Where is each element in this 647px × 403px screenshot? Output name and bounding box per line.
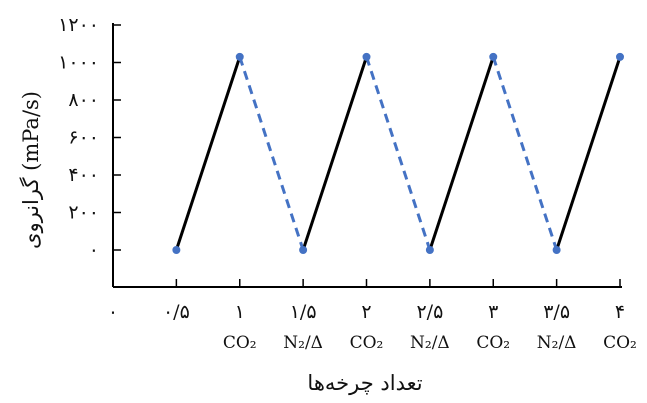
y-tick-label: ۴۰۰ bbox=[68, 164, 99, 186]
x-tick-label: ۱ bbox=[235, 301, 245, 323]
x-axis-title: تعداد چرخه‌ها bbox=[307, 371, 422, 396]
solid-segment bbox=[301, 56, 368, 251]
x-tick-label: ۳/۵ bbox=[543, 301, 570, 323]
x-condition-label: N₂/Δ bbox=[410, 333, 450, 353]
tick-labels: ۰ ۲۰۰ ۴۰۰ ۶۰۰ ۸۰۰ ۱۰۰۰ ۱۲۰۰ ۰ ۰/۵ ۱ CO₂ ۱/۵ N₂/Δ ۲ CO₂… bbox=[58, 14, 637, 353]
x-condition-label: CO₂ bbox=[603, 333, 637, 353]
y-tick-label: ۰ bbox=[89, 239, 99, 261]
x-tick-label: ۰ bbox=[108, 301, 118, 323]
data-point bbox=[616, 52, 624, 61]
x-tick-label: ۱/۵ bbox=[290, 301, 317, 323]
y-tick-label: ۱۰۰۰ bbox=[58, 52, 99, 74]
dashed-segment bbox=[238, 56, 305, 251]
y-tick-label: ۸۰۰ bbox=[68, 89, 99, 111]
x-tick-label: ۳ bbox=[488, 301, 498, 323]
x-tick-label: ۲/۵ bbox=[416, 301, 443, 323]
y-tick-label: ۲۰۰ bbox=[68, 202, 99, 224]
x-tick-label: ۲ bbox=[361, 301, 371, 323]
solid-segment bbox=[555, 56, 622, 251]
data-point bbox=[489, 52, 498, 61]
axes bbox=[112, 23, 622, 288]
x-tick-label: ۴ bbox=[615, 301, 625, 323]
x-condition-label: N₂/Δ bbox=[537, 333, 577, 353]
data-point bbox=[299, 246, 308, 254]
y-tick-label: ۶۰۰ bbox=[68, 127, 99, 149]
y-axis-title: گرانروی (mPa/s) bbox=[19, 91, 44, 249]
x-tick-label: ۰/۵ bbox=[163, 301, 190, 323]
data-point bbox=[172, 246, 181, 254]
x-condition-label: CO₂ bbox=[350, 333, 384, 353]
data-point bbox=[235, 52, 244, 61]
data-point bbox=[552, 246, 561, 254]
data-points bbox=[172, 52, 624, 254]
data-point bbox=[425, 246, 434, 254]
y-tick-label: ۱۲۰۰ bbox=[58, 14, 99, 36]
data-point bbox=[362, 52, 371, 61]
x-condition-label: N₂/Δ bbox=[283, 333, 323, 353]
x-condition-label: CO₂ bbox=[476, 333, 510, 353]
series-lines bbox=[174, 56, 622, 251]
dashed-segment bbox=[365, 56, 432, 251]
x-condition-label: CO₂ bbox=[223, 333, 257, 353]
solid-segment bbox=[428, 56, 495, 251]
solid-segment bbox=[174, 56, 242, 251]
dashed-segment bbox=[491, 56, 559, 251]
